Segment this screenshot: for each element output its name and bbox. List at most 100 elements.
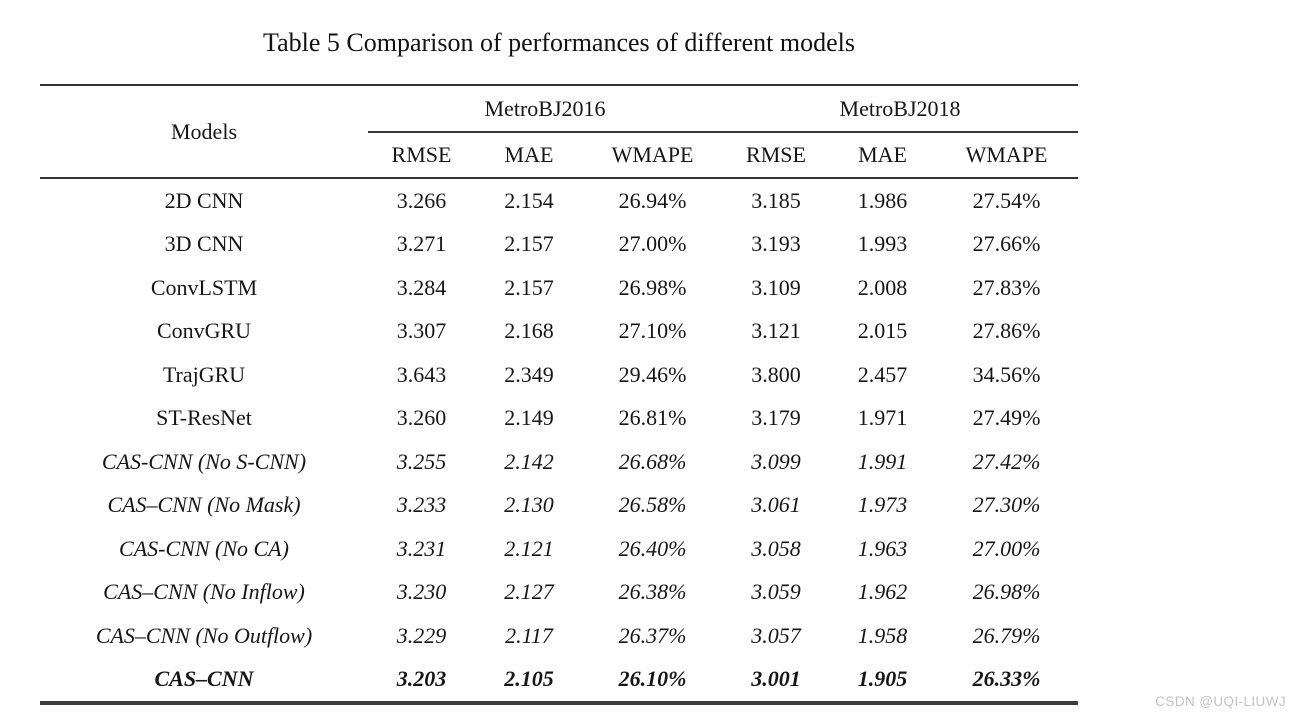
value-cell: 1.986 <box>857 187 908 213</box>
value-cell: 27.66% <box>972 231 1041 257</box>
value-cell: 2.149 <box>504 405 554 431</box>
value-cell: 2.154 <box>504 187 554 213</box>
metric-header-mae-2016: MAE <box>475 132 583 179</box>
value-cell: 2.117 <box>505 622 553 648</box>
model-cell: CAS–CNN (No Inflow) <box>103 579 305 605</box>
value-cell: 1.993 <box>857 231 908 257</box>
value-cell: 3.179 <box>751 405 801 431</box>
value-cell: 2.157 <box>504 274 554 300</box>
value-cell: 2.121 <box>504 535 554 561</box>
value-cell: 1.958 <box>857 622 908 648</box>
value-cell: 2.130 <box>504 492 554 518</box>
value-cell: 1.973 <box>857 492 908 518</box>
table-row: CAS–CNN 3.203 2.105 26.10% 3.001 1.905 2… <box>40 658 1078 704</box>
value-cell: 2.105 <box>504 666 554 692</box>
model-cell: CAS–CNN <box>154 666 254 692</box>
model-cell: CAS–CNN (No Mask) <box>107 492 301 518</box>
value-cell: 27.30% <box>972 492 1041 518</box>
value-cell: 26.58% <box>618 492 687 518</box>
value-cell: 3.001 <box>751 666 801 692</box>
value-cell: 27.86% <box>972 318 1041 344</box>
value-cell: 34.56% <box>972 361 1041 387</box>
value-cell: 2.457 <box>857 361 908 387</box>
value-cell: 3.255 <box>396 448 447 474</box>
value-cell: 3.099 <box>751 448 801 474</box>
model-cell: CAS-CNN (No CA) <box>119 535 289 561</box>
group-header-metrobj2018: MetroBJ2018 <box>722 85 1079 133</box>
value-cell: 3.203 <box>396 666 447 692</box>
table-row: CAS-CNN (No S-CNN) 3.255 2.142 26.68% 3.… <box>40 440 1078 484</box>
value-cell: 3.057 <box>751 622 801 648</box>
table-row: ST-ResNet 3.260 2.149 26.81% 3.179 1.971… <box>40 397 1078 441</box>
value-cell: 26.98% <box>618 274 687 300</box>
value-cell: 26.33% <box>972 666 1041 692</box>
metric-header-wmape-2016: WMAPE <box>583 132 723 179</box>
table-row: TrajGRU 3.643 2.349 29.46% 3.800 2.457 3… <box>40 353 1078 397</box>
value-cell: 3.643 <box>396 361 447 387</box>
value-cell: 26.10% <box>618 666 687 692</box>
model-cell: 2D CNN <box>164 187 244 213</box>
table-caption: Table 5 Comparison of performances of di… <box>263 28 855 57</box>
model-cell: ConvGRU <box>156 318 252 344</box>
table-row: 3D CNN 3.271 2.157 27.00% 3.193 1.993 27… <box>40 223 1078 267</box>
value-cell: 26.68% <box>618 448 687 474</box>
model-cell: CAS-CNN (No S-CNN) <box>101 448 307 474</box>
value-cell: 3.230 <box>396 579 447 605</box>
metric-header-rmse-2016: RMSE <box>368 132 475 179</box>
value-cell: 27.49% <box>972 405 1041 431</box>
value-cell: 1.962 <box>857 579 908 605</box>
group-header-metrobj2016: MetroBJ2016 <box>368 85 723 133</box>
value-cell: 1.963 <box>857 535 908 561</box>
model-cell: 3D CNN <box>164 231 244 257</box>
metric-header-wmape-2018: WMAPE <box>935 132 1079 179</box>
table-row: CAS-CNN (No CA) 3.231 2.121 26.40% 3.058… <box>40 527 1078 571</box>
value-cell: 2.127 <box>504 579 554 605</box>
metric-header-row: RMSE MAE WMAPE RMSE MAE WMAPE <box>40 132 1079 179</box>
value-cell: 3.229 <box>396 622 447 648</box>
model-cell: ST-ResNet <box>156 405 252 431</box>
table-row: CAS–CNN (No Outflow) 3.229 2.117 26.37% … <box>40 614 1078 658</box>
results-table: Models MetroBJ2016 MetroBJ2018 RMSE MAE … <box>40 84 1079 705</box>
value-cell: 3.307 <box>396 318 447 344</box>
value-cell: 27.83% <box>972 274 1041 300</box>
value-cell: 3.284 <box>396 274 447 300</box>
metric-header-rmse-2018: RMSE <box>722 132 831 179</box>
model-cell: ConvLSTM <box>150 274 258 300</box>
metric-header-mae-2018: MAE <box>830 132 936 179</box>
value-cell: 26.37% <box>618 622 687 648</box>
value-cell: 1.971 <box>857 405 908 431</box>
value-cell: 3.193 <box>751 231 801 257</box>
value-cell: 27.00% <box>972 535 1041 561</box>
value-cell: 3.800 <box>751 361 801 387</box>
table-row: ConvGRU 3.307 2.168 27.10% 3.121 2.015 2… <box>40 310 1078 354</box>
value-cell: 2.168 <box>504 318 554 344</box>
group-header-row: Models MetroBJ2016 MetroBJ2018 <box>40 85 1079 179</box>
value-cell: 26.79% <box>972 622 1041 648</box>
value-cell: 3.231 <box>396 535 447 561</box>
value-cell: 29.46% <box>618 361 687 387</box>
value-cell: 3.059 <box>751 579 801 605</box>
value-cell: 3.233 <box>396 492 447 518</box>
table-row: CAS–CNN (No Inflow) 3.230 2.127 26.38% 3… <box>40 571 1078 615</box>
model-cell: TrajGRU <box>162 361 246 387</box>
value-cell: 2.008 <box>857 274 908 300</box>
value-cell: 1.991 <box>857 448 908 474</box>
value-cell: 27.00% <box>618 231 687 257</box>
value-cell: 26.40% <box>618 535 687 561</box>
value-cell: 3.271 <box>396 231 447 257</box>
table-body: 2D CNN 3.266 2.154 26.94% 3.185 1.986 27… <box>40 178 1078 703</box>
value-cell: 3.185 <box>751 187 801 213</box>
value-cell: 2.157 <box>504 231 554 257</box>
value-cell: 26.81% <box>618 405 687 431</box>
value-cell: 2.349 <box>504 361 554 387</box>
value-cell: 3.121 <box>751 318 801 344</box>
value-cell: 3.061 <box>751 492 801 518</box>
value-cell: 1.905 <box>857 666 908 692</box>
value-cell: 3.260 <box>396 405 447 431</box>
watermark: CSDN @UQI-LIUWJ <box>1155 694 1286 709</box>
value-cell: 2.015 <box>857 318 908 344</box>
value-cell: 3.266 <box>396 187 447 213</box>
model-cell: CAS–CNN (No Outflow) <box>95 622 313 648</box>
value-cell: 27.42% <box>972 448 1041 474</box>
value-cell: 3.109 <box>751 274 801 300</box>
